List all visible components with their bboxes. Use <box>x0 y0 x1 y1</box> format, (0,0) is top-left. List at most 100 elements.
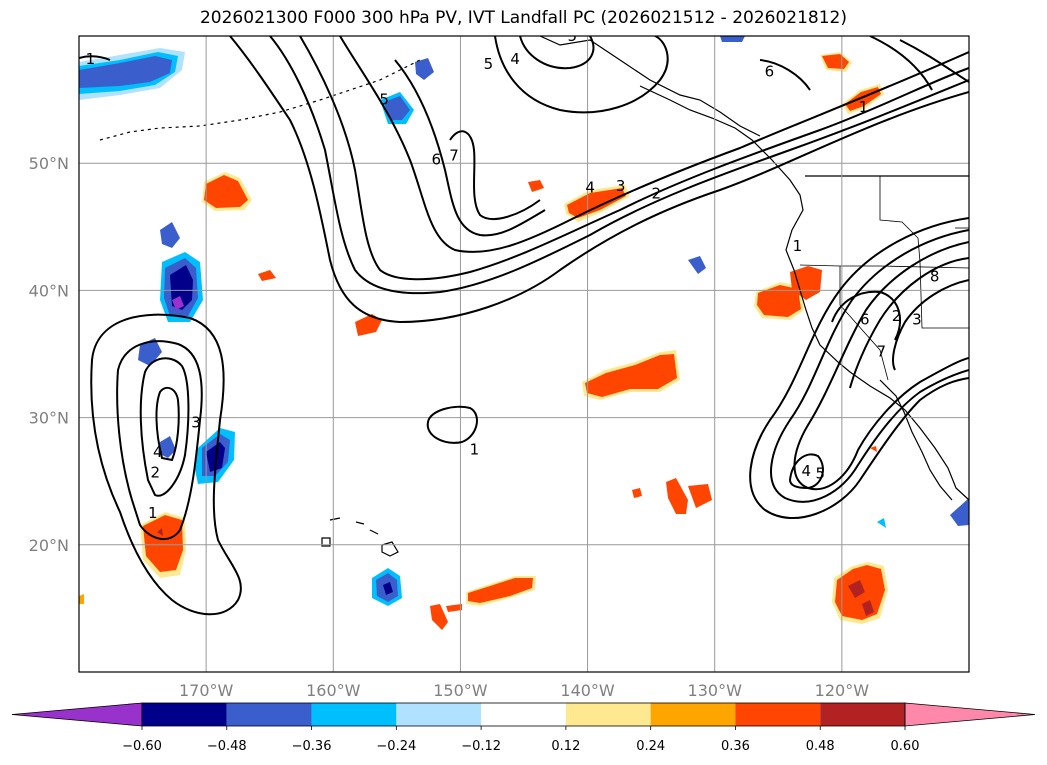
pv-positive-region <box>848 580 865 598</box>
contour-label: 4 <box>153 443 163 461</box>
contour-label: 1 <box>859 98 869 116</box>
colorbar-tick-label: −0.60 <box>122 739 162 754</box>
coastlines <box>99 36 969 557</box>
colorbar-tick-label: −0.24 <box>376 739 416 754</box>
ivt-contour <box>869 36 969 91</box>
pv-negative-region <box>384 96 410 120</box>
contour-label: 1 <box>148 504 158 522</box>
ivt-contour <box>449 130 541 220</box>
longitude-tick-label: 120°W <box>815 681 870 700</box>
contour-label: 6 <box>765 63 775 81</box>
pv-positive-region <box>468 578 533 603</box>
colorbar-segment <box>396 703 482 726</box>
pv-positive-region <box>430 604 448 630</box>
contour-label: 7 <box>449 147 459 165</box>
pv-positive-region <box>870 446 877 452</box>
colorbar-tick-labels: −0.60 −0.48 −0.36 −0.24 −0.12 0.12 0.24 0.36 0.4… <box>122 726 919 754</box>
colorbar-tick-label: 0.12 <box>551 739 580 754</box>
ivt-contour <box>793 241 969 491</box>
contour-label: 4 <box>585 178 595 196</box>
colorbar-segment <box>565 703 651 726</box>
contour-label: 4 <box>801 462 811 480</box>
contour-label: 6 <box>431 150 441 168</box>
island <box>321 537 331 547</box>
colorbar-tick-label: 0.36 <box>721 739 750 754</box>
colorbar-tick-label: 0.48 <box>806 739 835 754</box>
pv-positive-region <box>632 488 642 498</box>
pv-positive-region <box>862 600 874 616</box>
ivt-contour <box>299 36 969 281</box>
contour-label: 2 <box>151 463 161 481</box>
contour-label: 3 <box>191 414 201 432</box>
ivt-contour <box>394 59 546 237</box>
pv-positive-region <box>688 484 712 508</box>
axis-tick-labels: 170°W 160°W 150°W 140°W 130°W 120°W 20°N 30°N 40… <box>29 154 870 700</box>
ivt-contour <box>494 36 669 114</box>
ivt-contour <box>519 36 595 70</box>
latitude-tick-label: 40°N <box>29 281 69 300</box>
colorbar-extend-high <box>904 702 1036 727</box>
pv-positive-region <box>757 285 801 317</box>
alaska-coast <box>539 36 761 137</box>
colorbar-tick-label: −0.48 <box>207 739 247 754</box>
pv-negative-region <box>160 222 180 248</box>
ivt-contour <box>770 229 969 503</box>
colorbar-tick-label: −0.12 <box>461 739 501 754</box>
pv-positive-region <box>157 528 163 536</box>
colorbar-segment <box>226 703 312 726</box>
ivt-contours <box>79 36 969 616</box>
pv-negative-region <box>160 436 176 458</box>
colorbar-segment <box>142 703 227 726</box>
state-boundary <box>879 176 969 329</box>
contour-label: 7 <box>876 342 886 360</box>
contour-label: 3 <box>912 311 922 329</box>
pv-negative-region <box>415 58 434 80</box>
contour-label: 4 <box>510 50 520 68</box>
contour-label: 3 <box>616 177 626 195</box>
colorbar-segment <box>820 703 905 726</box>
contour-label: 6 <box>860 311 870 329</box>
pv-negative-region <box>79 56 172 88</box>
colorbar <box>11 702 1036 727</box>
ivt-contour <box>155 386 180 462</box>
contour-label: 1 <box>86 50 96 68</box>
ivt-contour <box>749 217 969 519</box>
pv-positive-region <box>204 175 248 208</box>
contour-label: 8 <box>930 267 940 285</box>
ivt-contour <box>79 55 111 61</box>
ivt-contour <box>426 405 478 444</box>
pv-negative-region <box>720 36 745 42</box>
pv-positive-region <box>528 180 544 192</box>
pv-positive-region <box>790 266 822 300</box>
ivt-contour <box>788 453 824 490</box>
contour-label: 2 <box>651 185 661 203</box>
pv-negative-region <box>172 296 184 310</box>
pv-anomaly-shading <box>79 36 969 630</box>
map-background <box>79 36 969 672</box>
pv-positive-region <box>446 604 462 612</box>
contour-label: 2 <box>892 307 902 325</box>
pv-positive-region <box>79 594 84 604</box>
pv-negative-region <box>950 498 969 526</box>
ivt-contour <box>759 59 811 91</box>
colorbar-tick-label: 0.60 <box>891 739 920 754</box>
ivt-contour <box>831 290 901 341</box>
colorbar-outline <box>141 702 906 727</box>
longitude-tick-label: 160°W <box>306 681 361 700</box>
pv-negative-region <box>138 338 162 366</box>
aleutian-islands <box>99 59 421 141</box>
pv-negative-region <box>877 518 886 528</box>
longitude-tick-label: 140°W <box>560 681 615 700</box>
pv-positive-region <box>666 478 688 514</box>
state-boundary <box>799 264 969 269</box>
ivt-contour <box>90 313 242 616</box>
ivt-contour <box>269 36 969 295</box>
hawaii-islands <box>329 517 399 557</box>
latitude-tick-label: 20°N <box>29 536 69 555</box>
longitude-tick-label: 150°W <box>433 681 488 700</box>
pv-positive-region <box>258 270 276 281</box>
latitude-tick-label: 30°N <box>29 409 69 428</box>
colorbar-segment <box>735 703 821 726</box>
ivt-contour <box>229 36 969 324</box>
